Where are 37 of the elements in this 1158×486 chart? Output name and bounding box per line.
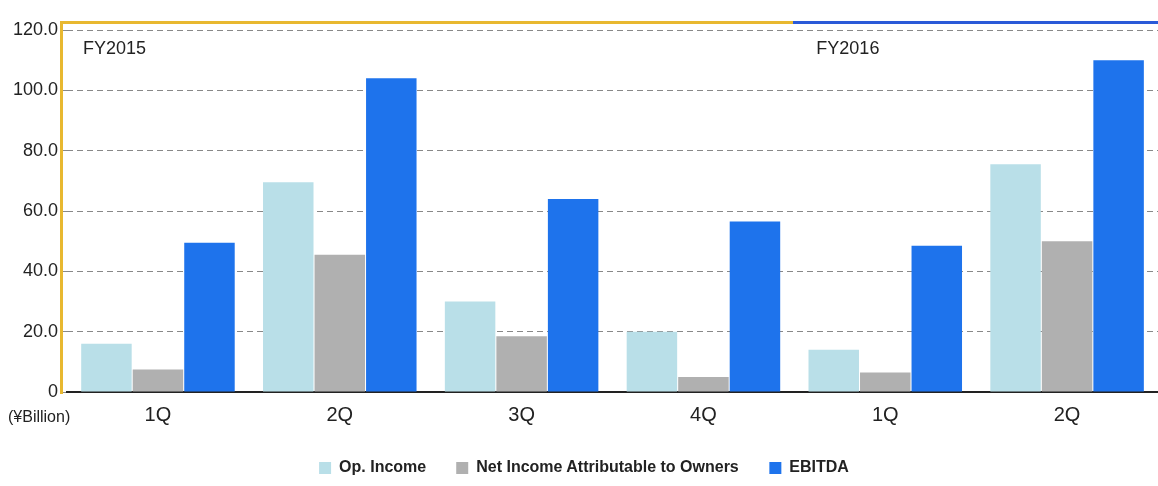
bar: [184, 242, 235, 392]
bar: [81, 343, 132, 392]
x-tick-label: 4Q: [690, 402, 717, 425]
legend-label: Op. Income: [339, 458, 427, 476]
x-tick-label: 2Q: [326, 402, 354, 425]
bar: [626, 331, 678, 392]
bar: [860, 372, 911, 392]
y-tick-label: 60.0: [23, 199, 59, 220]
bar: [729, 221, 781, 392]
bar: [314, 254, 366, 392]
y-tick-label: 0: [48, 380, 59, 401]
x-tick-label: 2Q: [1053, 402, 1081, 425]
bar: [366, 78, 417, 392]
legend-label: Net Income Attributable to Owners: [476, 458, 739, 476]
annotation: FY2016: [816, 37, 880, 58]
y-axis-title: (¥Billion): [8, 408, 71, 426]
bar: [263, 182, 314, 392]
y-tick-label: 40.0: [23, 260, 59, 281]
bar: [911, 245, 963, 392]
bar: [990, 164, 1041, 392]
x-tick-label: 1Q: [144, 402, 172, 425]
y-tick-label: 100.0: [13, 79, 59, 100]
legend-label: EBITDA: [789, 458, 850, 476]
bar: [547, 198, 599, 392]
x-tick-label: 1Q: [871, 402, 899, 425]
bar: [1041, 241, 1093, 392]
bar: [1093, 60, 1144, 392]
bar: [132, 369, 184, 392]
bar: [444, 301, 496, 392]
annotation: FY2015: [83, 37, 147, 58]
y-tick-label: 20.0: [23, 320, 59, 341]
bar: [678, 376, 729, 392]
bar: [808, 349, 859, 392]
x-tick-label: 3Q: [508, 402, 535, 425]
y-tick-label: 120.0: [13, 18, 59, 39]
y-tick-label: 80.0: [23, 139, 59, 160]
bar: [496, 336, 547, 392]
